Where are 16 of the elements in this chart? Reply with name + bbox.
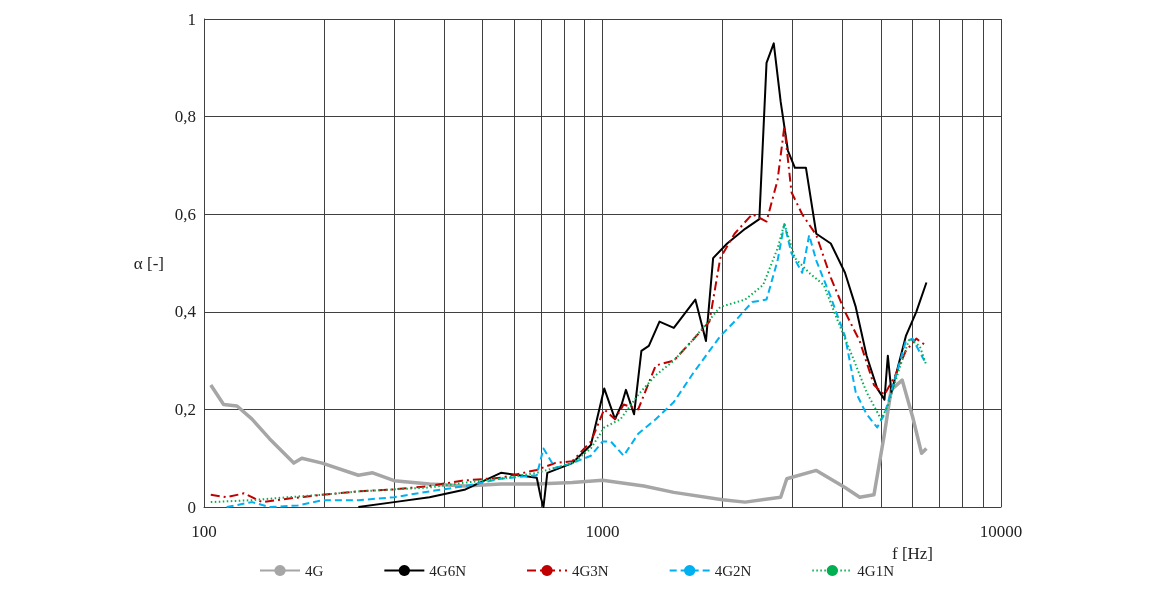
x-axis-title: f [Hz] xyxy=(891,543,934,563)
y-tick-label: 1 xyxy=(187,9,196,29)
legend-label: 4G xyxy=(305,562,324,579)
y-tick-label: 0 xyxy=(187,497,196,517)
y-tick-label: 0,2 xyxy=(174,399,196,419)
x-tick-label: 100 xyxy=(191,522,217,541)
legend-label: 4G2N xyxy=(714,562,752,579)
y-tick-label: 0,4 xyxy=(174,302,197,322)
y-tick-label: 0,6 xyxy=(174,204,196,224)
y-tick-label: 0,8 xyxy=(174,107,196,127)
x-tick-label: 10000 xyxy=(979,522,1023,541)
legend-label: 4G1N xyxy=(857,562,895,579)
legend-label: 4G3N xyxy=(572,562,609,579)
x-tick-label: 1000 xyxy=(585,522,620,541)
y-axis-title: α [-] xyxy=(133,253,164,273)
legend-label: 4G6N xyxy=(429,562,467,579)
